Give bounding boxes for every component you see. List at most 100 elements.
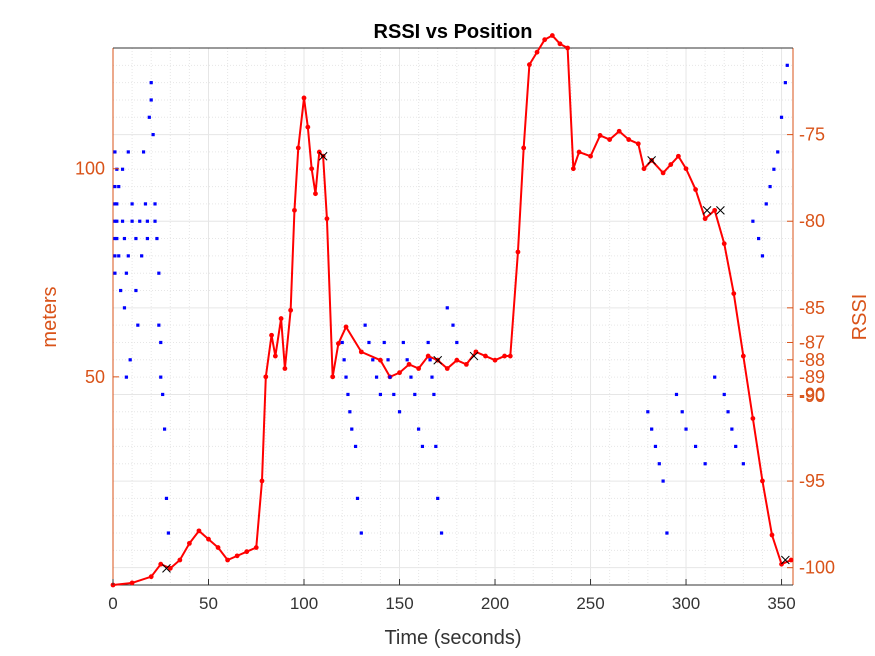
position-point (313, 191, 318, 197)
position-point (740, 353, 746, 359)
position-point (253, 545, 259, 550)
rssi-point (344, 375, 348, 379)
rssi-point (138, 219, 142, 223)
grid (112, 47, 793, 585)
rssi-point (340, 340, 344, 345)
x-marker-stroke (716, 205, 725, 215)
rssi-point (776, 150, 780, 154)
position-point (712, 207, 718, 213)
rssi-point (764, 202, 768, 206)
rssi-point (350, 427, 354, 431)
x-marker (702, 205, 712, 215)
rssi-point (140, 254, 144, 258)
position-point (225, 557, 231, 563)
rssi-point (353, 444, 358, 449)
x-marker-stroke (702, 205, 712, 215)
position-point (167, 565, 173, 571)
rssi-point (730, 427, 734, 431)
x-marker-stroke (469, 351, 479, 361)
position-point (406, 361, 412, 367)
rssi-point (426, 340, 430, 345)
rssi-point (145, 219, 149, 223)
position-point (570, 166, 576, 172)
y-right-tick-label: -100 (799, 558, 835, 578)
y-axis-right-label: RSSI (849, 294, 871, 341)
position-point (244, 549, 250, 555)
rssi-point (430, 375, 434, 379)
rssi-point (166, 531, 170, 535)
rssi-point (153, 219, 157, 223)
rssi-point (439, 531, 444, 535)
position-point (358, 349, 364, 355)
rssi-point (428, 358, 432, 362)
rssi-point (768, 184, 772, 189)
position-point (206, 536, 211, 542)
position-point (335, 341, 341, 346)
x-marker-stroke (162, 563, 171, 573)
position-point (305, 124, 311, 130)
rssi-point (124, 375, 128, 379)
position-point (463, 361, 469, 367)
position-point (616, 128, 622, 134)
x-tick-label: 300 (672, 594, 700, 613)
position-point (416, 366, 422, 371)
y-right-tick-label: -90 (799, 386, 825, 406)
position-point (721, 241, 727, 247)
rssi-point (405, 358, 409, 362)
rssi-point (455, 340, 459, 345)
y-right-tick-label: -85 (799, 298, 825, 318)
rssi-point (117, 184, 121, 189)
position-point (750, 416, 756, 421)
position-point (635, 141, 641, 147)
rssi-point (646, 410, 650, 414)
x-tick-label: 250 (576, 594, 604, 613)
rssi-point (392, 392, 396, 397)
rssi-point (401, 340, 405, 345)
position-point (521, 145, 527, 151)
position-point (527, 62, 532, 68)
position-point (626, 137, 632, 142)
rssi-point (151, 133, 155, 137)
position-point (507, 353, 513, 359)
position-point (607, 137, 613, 142)
rssi-point (113, 219, 117, 223)
x-marker (647, 156, 657, 165)
rssi-point (124, 271, 128, 275)
position-point (278, 316, 284, 321)
position-point (215, 545, 221, 550)
rssi-point (783, 81, 787, 85)
rssi-point (741, 462, 745, 466)
position-point (693, 187, 698, 192)
position-point (324, 216, 330, 222)
position-point (483, 353, 488, 359)
position-point (269, 332, 274, 338)
rssi-point (149, 98, 153, 102)
rssi-point (134, 288, 138, 293)
rssi-point (122, 306, 127, 310)
rssi-point (661, 479, 665, 483)
rssi-point (141, 150, 146, 154)
position-point (425, 353, 431, 359)
position-point (597, 133, 603, 138)
rssi-point (665, 531, 669, 535)
rssi-point (149, 81, 153, 85)
rssi-point (126, 254, 130, 258)
rssi-point (161, 392, 165, 397)
position-point (542, 37, 548, 43)
rssi-point (397, 410, 402, 414)
position-point (576, 149, 582, 155)
rssi-point (772, 167, 776, 171)
rssi-point (153, 202, 157, 206)
position-point (565, 45, 571, 51)
y-right-tick-label: -88 (799, 350, 825, 370)
rssi-point (382, 340, 386, 345)
x-tick-label: 350 (767, 594, 795, 613)
position-point (444, 366, 450, 371)
rssi-point (113, 271, 117, 275)
position-point (378, 357, 383, 363)
rssi-point (371, 358, 375, 362)
position-point (788, 557, 794, 563)
position-point (309, 166, 315, 172)
rssi-point (726, 410, 730, 414)
